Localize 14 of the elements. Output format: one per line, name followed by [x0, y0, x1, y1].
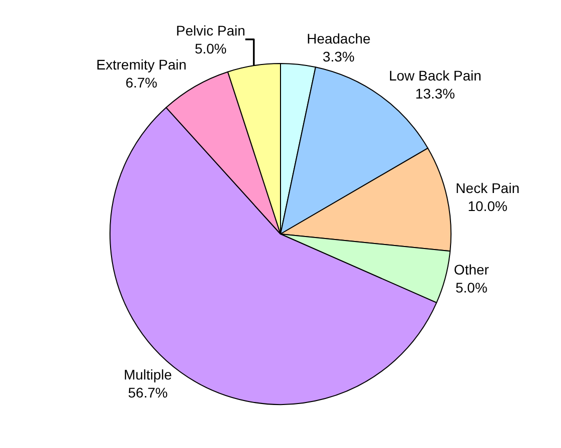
- slice-label: Other: [454, 261, 490, 278]
- slice-label: Low Back Pain: [388, 67, 482, 84]
- data-label: 3.3%: [322, 48, 355, 65]
- data-label: 10.0%: [468, 198, 508, 214]
- data-label: 5.0%: [455, 280, 488, 296]
- slice-label: Headache: [306, 30, 371, 46]
- slice-label: Extremity Pain: [96, 56, 187, 73]
- data-label: 56.7%: [128, 384, 168, 401]
- data-label: 13.3%: [415, 86, 455, 102]
- slice-label: Multiple: [124, 366, 172, 382]
- slice-label: Pelvic Pain: [176, 22, 246, 38]
- data-label: 6.7%: [125, 74, 158, 91]
- data-label: 5.0%: [194, 40, 227, 57]
- slice-label: Neck Pain: [456, 180, 520, 196]
